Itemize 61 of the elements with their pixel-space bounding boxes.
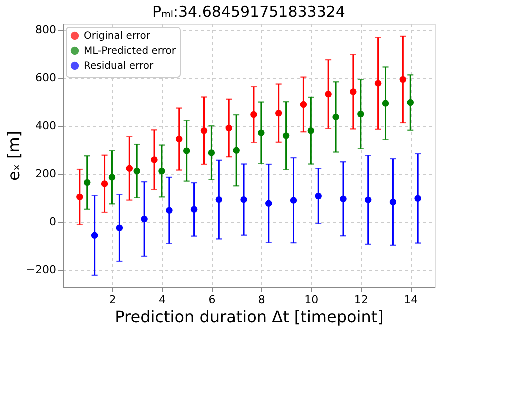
point <box>116 224 124 232</box>
point <box>282 132 290 140</box>
point <box>226 124 232 132</box>
point <box>407 99 414 106</box>
legend-label: Residual error <box>84 61 155 72</box>
y-tick-label: 800 <box>36 23 56 36</box>
point <box>258 130 265 136</box>
point <box>84 179 91 186</box>
point <box>108 174 116 181</box>
x-tick-label: 4 <box>158 294 166 306</box>
point <box>208 150 216 156</box>
point <box>275 110 282 117</box>
legend-label: ML-Predicted error <box>84 46 177 57</box>
x-tick-label: 14 <box>404 294 418 306</box>
y-tick-label: 600 <box>36 71 56 84</box>
point <box>332 114 340 121</box>
x-tick-label: 10 <box>304 294 319 306</box>
point <box>158 168 166 175</box>
point <box>126 165 133 172</box>
x-tick-label: 12 <box>354 294 368 306</box>
point <box>91 232 98 239</box>
point <box>290 197 298 204</box>
point <box>250 111 258 118</box>
y-tick-label: 200 <box>36 167 56 180</box>
point <box>400 76 407 84</box>
point <box>216 196 223 204</box>
y-tick-label: −200 <box>26 263 56 276</box>
point <box>374 80 382 87</box>
point <box>151 156 158 164</box>
chart-title: Pₘₗ:34.684591751833324 <box>152 2 346 21</box>
point <box>308 128 315 134</box>
point <box>350 88 357 96</box>
y-tick-label: 0 <box>50 215 56 228</box>
point <box>183 148 190 154</box>
point <box>365 196 372 204</box>
x-tick-label: 8 <box>258 294 266 306</box>
point <box>414 195 422 202</box>
point <box>300 101 308 108</box>
point <box>190 206 198 214</box>
y-tick-label: 400 <box>36 119 56 132</box>
x-tick-label: 6 <box>208 294 216 306</box>
x-axis-title: Prediction duration Δt [timepoint] <box>115 308 384 326</box>
legend-label: Original error <box>84 31 152 42</box>
point <box>176 136 183 143</box>
point <box>101 180 108 188</box>
point <box>382 100 390 107</box>
point <box>76 194 84 201</box>
point <box>141 216 148 223</box>
point <box>390 198 397 206</box>
point <box>134 168 140 175</box>
point <box>233 147 240 154</box>
point <box>240 196 248 204</box>
point <box>358 110 364 118</box>
x-tick-label: 2 <box>109 294 116 306</box>
y-axis-title: eₓ [m] <box>4 130 24 182</box>
point <box>200 128 208 134</box>
point <box>340 196 347 202</box>
point <box>166 207 173 214</box>
point <box>266 200 272 208</box>
point <box>325 91 332 98</box>
point <box>315 192 322 200</box>
